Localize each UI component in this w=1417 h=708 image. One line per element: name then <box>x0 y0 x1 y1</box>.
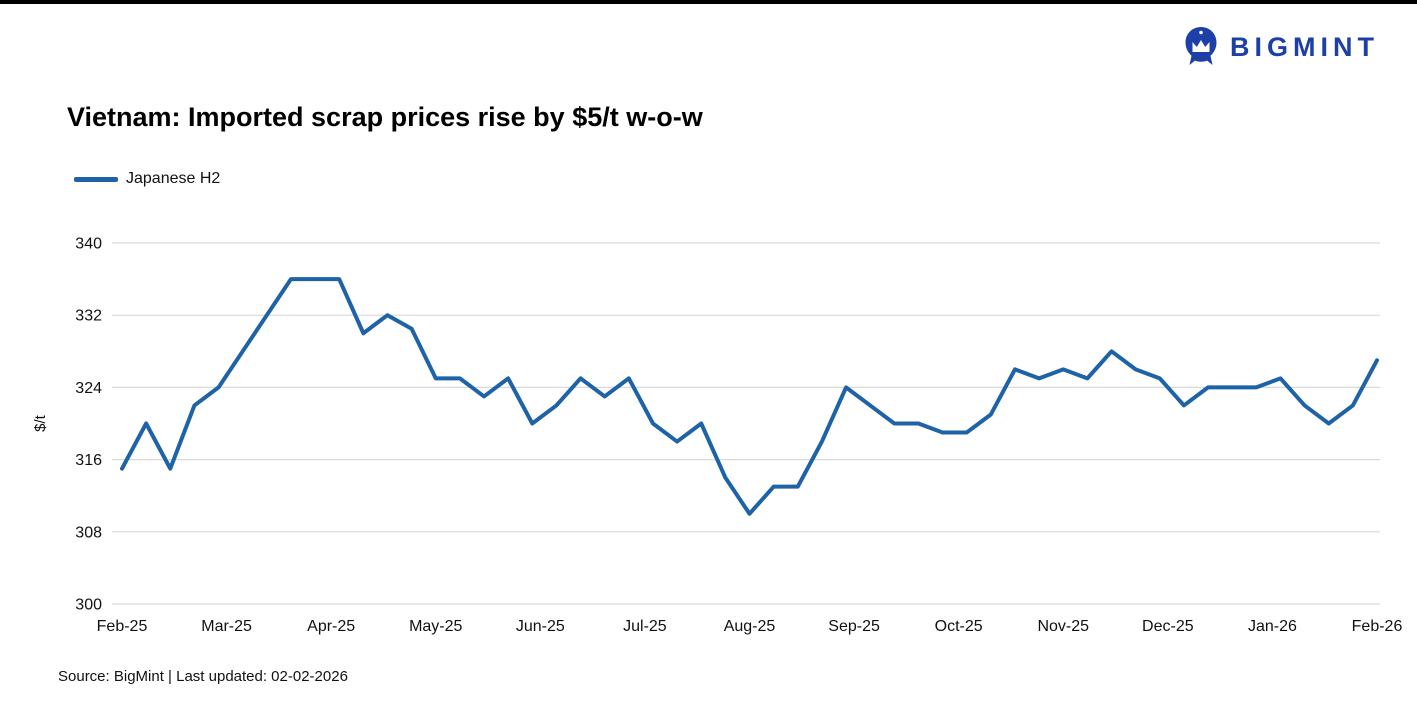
legend-line-swatch <box>74 176 118 182</box>
svg-text:324: 324 <box>75 380 102 397</box>
svg-text:316: 316 <box>75 452 102 469</box>
source-note: Source: BigMint | Last updated: 02-02-20… <box>58 668 348 685</box>
svg-text:Feb-25: Feb-25 <box>97 618 148 635</box>
svg-text:332: 332 <box>75 308 102 325</box>
bigmint-logo-icon <box>1185 27 1217 65</box>
svg-text:Aug-25: Aug-25 <box>724 618 776 635</box>
svg-text:Jul-25: Jul-25 <box>623 618 667 635</box>
svg-text:Jan-26: Jan-26 <box>1248 618 1297 635</box>
svg-text:Oct-25: Oct-25 <box>935 618 983 635</box>
svg-text:Mar-25: Mar-25 <box>201 618 252 635</box>
svg-text:340: 340 <box>75 236 102 253</box>
svg-text:Jun-25: Jun-25 <box>516 618 565 635</box>
svg-text:300: 300 <box>75 597 102 614</box>
legend: Japanese H2 <box>74 170 220 188</box>
svg-text:Nov-25: Nov-25 <box>1037 618 1089 635</box>
svg-text:May-25: May-25 <box>409 618 462 635</box>
bigmint-logo: BIGMINT <box>1182 26 1379 68</box>
svg-text:Feb-26: Feb-26 <box>1352 618 1403 635</box>
svg-text:Apr-25: Apr-25 <box>307 618 355 635</box>
svg-text:308: 308 <box>75 524 102 541</box>
svg-text:Dec-25: Dec-25 <box>1142 618 1194 635</box>
svg-text:$/t: $/t <box>32 414 49 432</box>
bigmint-logo-text: BIGMINT <box>1230 31 1379 62</box>
chart-title: Vietnam: Imported scrap prices rise by $… <box>67 102 703 132</box>
top-accent-bar <box>0 0 1417 4</box>
legend-label: Japanese H2 <box>126 170 221 187</box>
svg-text:Sep-25: Sep-25 <box>828 618 880 635</box>
